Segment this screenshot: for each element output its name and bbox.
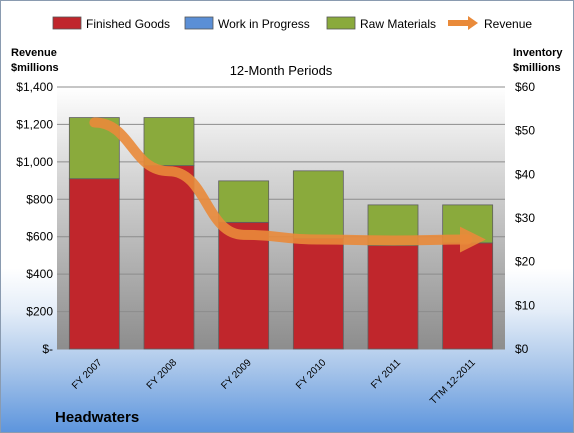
left-tick-label: $800 bbox=[26, 192, 53, 206]
bar-finished-goods bbox=[442, 242, 494, 350]
bar-finished-goods bbox=[68, 178, 120, 350]
right-tick-label: $40 bbox=[515, 167, 535, 181]
legend-swatch-finished-goods bbox=[52, 16, 82, 30]
left-axis-title-line1: Revenue bbox=[11, 47, 57, 59]
left-axis-ticks: $- $200 $400 $600 $800 $1,000 $1,200 $1,400 bbox=[16, 80, 53, 356]
left-tick-label: $200 bbox=[26, 305, 53, 319]
category-label: FY 2008 bbox=[145, 357, 180, 392]
left-tick-label: $1,200 bbox=[16, 117, 53, 131]
legend-swatch-raw-materials bbox=[326, 16, 356, 30]
right-tick-label: $0 bbox=[515, 342, 529, 356]
right-tick-label: $10 bbox=[515, 298, 535, 312]
category-label: TTM 12-2011 bbox=[428, 357, 478, 407]
legend-label-work-in-progress: Work in Progress bbox=[218, 17, 310, 31]
left-tick-label: $600 bbox=[26, 230, 53, 244]
category-label: FY 2009 bbox=[219, 357, 254, 392]
plot-area bbox=[57, 87, 505, 349]
bar-finished-goods bbox=[367, 245, 419, 350]
left-tick-label: $400 bbox=[26, 267, 53, 281]
right-axis-ticks: $0 $10 $20 $30 $40 $50 $60 bbox=[515, 80, 535, 356]
left-axis-title-line2: $millions bbox=[11, 62, 59, 74]
category-label: FY 2010 bbox=[294, 357, 329, 392]
right-tick-label: $20 bbox=[515, 255, 535, 269]
left-tick-label: $1,000 bbox=[16, 155, 53, 169]
right-tick-label: $30 bbox=[515, 211, 535, 225]
bar-raw-materials bbox=[218, 180, 270, 223]
right-axis-title-line1: Inventory bbox=[513, 47, 563, 59]
revenue-line-group bbox=[89, 117, 486, 253]
bar-finished-goods bbox=[292, 238, 344, 350]
bar-finished-goods bbox=[218, 221, 270, 350]
category-label: FY 2011 bbox=[369, 357, 403, 391]
bar-raw-materials bbox=[143, 117, 195, 166]
bar-finished-goods bbox=[143, 165, 195, 350]
chart-subtitle: 12-Month Periods bbox=[230, 63, 333, 78]
legend-label-raw-materials: Raw Materials bbox=[360, 17, 436, 31]
legend-label-revenue: Revenue bbox=[484, 17, 532, 31]
right-axis-title-line2: $millions bbox=[513, 62, 561, 74]
legend: Finished Goods Work in Progress Raw Materi… bbox=[52, 16, 532, 31]
left-tick-label: $- bbox=[42, 342, 53, 356]
revenue-line bbox=[89, 117, 486, 253]
legend-swatch-work-in-progress bbox=[184, 16, 214, 30]
legend-arrowhead bbox=[468, 16, 478, 30]
bars bbox=[68, 117, 494, 350]
category-label: FY 2007 bbox=[70, 357, 105, 392]
company-name: Headwaters bbox=[55, 409, 139, 426]
category-labels: FY 2007 FY 2008 FY 2009 FY 2010 FY 2011 TTM 1… bbox=[70, 357, 478, 407]
bar-raw-materials bbox=[292, 170, 344, 239]
right-tick-label: $50 bbox=[515, 124, 535, 138]
left-tick-label: $1,400 bbox=[16, 80, 53, 94]
right-tick-label: $60 bbox=[515, 80, 535, 94]
legend-label-finished-goods: Finished Goods bbox=[86, 17, 170, 31]
